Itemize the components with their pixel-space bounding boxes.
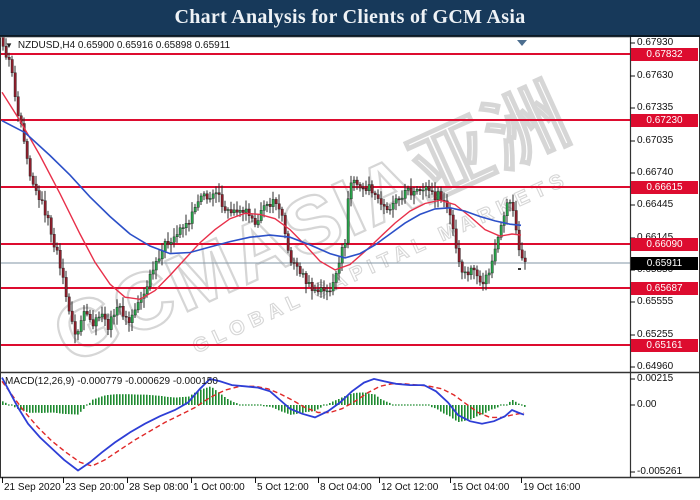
price-axis-label: 0.65850	[637, 264, 674, 275]
symbol-header: ▼ NZDUSD,H4 0.65900 0.65916 0.65898 0.65…	[5, 39, 230, 52]
macd-main-line	[1, 377, 525, 472]
level-price-label: 0.67230	[631, 113, 698, 127]
level-price-label: 0.67832	[631, 47, 698, 61]
page-title: Chart Analysis for Clients of GCM Asia	[174, 6, 526, 28]
macd-axis-label: -0.005261	[637, 466, 683, 477]
macd-axis-label: 0.00	[637, 399, 657, 410]
macd-axis-label: 0.00215	[637, 373, 674, 384]
time-axis-label: 5 Oct 12:00	[257, 482, 309, 493]
time-axis-label: 1 Oct 00:00	[193, 482, 245, 493]
last-price-marker	[518, 268, 521, 270]
current-price-label: 0.65911	[631, 256, 698, 270]
ma-red-line	[1, 91, 522, 301]
time-axis-label: 21 Sep 2020	[4, 482, 61, 493]
price-plot[interactable]	[0, 32, 630, 346]
scroll-position-marker	[517, 40, 527, 46]
level-price-label: 0.65687	[631, 281, 698, 295]
macd-plot[interactable]	[1, 377, 526, 472]
macd-signal-line	[1, 380, 525, 467]
symbol-dropdown-icon[interactable]: ▼	[5, 40, 13, 50]
price-axis-label: 0.64960	[637, 361, 674, 372]
price-axis-label: 0.67630	[637, 70, 674, 81]
chart-borders	[0, 35, 700, 483]
time-axis-label: 8 Oct 04:00	[320, 482, 372, 493]
macd-indicator-label: MACD(12,26,9) -0.000779 -0.000629 -0.000…	[5, 376, 218, 387]
level-price-label: 0.66615	[631, 180, 698, 194]
level-price-label: 0.65161	[631, 338, 698, 352]
time-axis-label: 28 Sep 08:00	[129, 482, 189, 493]
price-axis-label: 0.66445	[637, 199, 674, 210]
price-axis-label: 0.66740	[637, 167, 674, 178]
time-axis-label: 23 Sep 20:00	[65, 482, 125, 493]
symbol-ohlc-text: NZDUSD,H4 0.65900 0.65916 0.65898 0.6591…	[17, 40, 231, 51]
time-axis-label: 12 Oct 12:00	[381, 482, 439, 493]
price-axis-label: 0.65555	[637, 296, 674, 307]
macd-histogram	[2, 386, 526, 422]
time-axis-label: 19 Oct 16:00	[523, 482, 581, 493]
ma-blue-line	[1, 119, 522, 259]
price-axis-label: 0.67930	[637, 37, 674, 48]
price-axis-label: 0.67335	[637, 102, 674, 113]
time-axis-label: 15 Oct 04:00	[452, 482, 510, 493]
price-axis-label: 0.67035	[637, 135, 674, 146]
level-price-label: 0.66090	[631, 237, 698, 251]
price-axis-label: 0.65255	[637, 329, 674, 340]
